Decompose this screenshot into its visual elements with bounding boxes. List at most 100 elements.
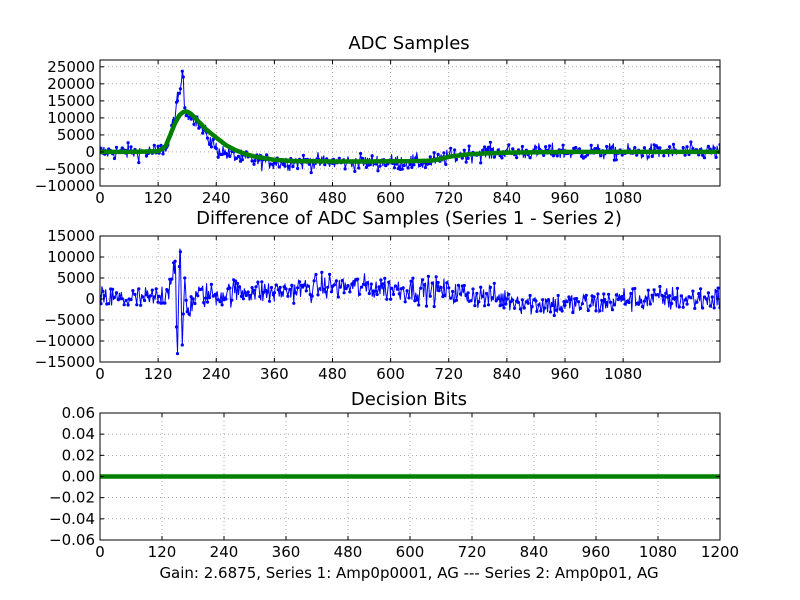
difference-sample-point xyxy=(241,297,245,301)
adc-sample-point xyxy=(642,146,647,150)
adc-sample-point xyxy=(277,165,281,169)
difference-sample-point xyxy=(237,285,242,289)
adc-sample-point xyxy=(359,151,363,156)
difference-sample-point xyxy=(449,296,453,300)
difference-sample-point xyxy=(646,288,650,292)
adc-sample-point xyxy=(481,148,485,152)
difference-sample-point xyxy=(603,298,607,302)
difference-sample-point xyxy=(710,295,714,299)
difference-sample-point xyxy=(356,277,360,281)
adc-sample-point xyxy=(250,159,254,163)
difference-sample-point xyxy=(280,291,284,295)
adc-sample-point xyxy=(555,154,559,158)
difference-sample-point xyxy=(385,297,389,301)
difference-sample-point xyxy=(612,303,617,307)
decision-bits-x-tick-label: 240 xyxy=(210,543,239,561)
difference-sample-point xyxy=(456,283,460,287)
adc-sample-point xyxy=(137,161,141,165)
adc-sample-point xyxy=(551,154,556,158)
adc-sample-point xyxy=(490,147,494,151)
difference-x-tick-label: 240 xyxy=(202,365,231,383)
difference-sample-point xyxy=(381,282,385,286)
difference-sample-point xyxy=(276,288,280,292)
adc-y-tick-label: 0 xyxy=(85,143,95,161)
adc-x-tick-label: 720 xyxy=(434,189,463,207)
decision-bits-x-tick-label: 360 xyxy=(272,543,301,561)
difference-series-layer xyxy=(100,248,720,356)
adc-sample-point xyxy=(511,147,515,151)
decision-bits-y-tick-label: −0.06 xyxy=(49,531,95,549)
difference-sample-point xyxy=(683,298,687,302)
difference-sample-point xyxy=(236,281,240,286)
adc-sample-point xyxy=(681,146,685,150)
difference-sample-point xyxy=(272,291,276,295)
adc-sample-point xyxy=(187,115,191,119)
adc-sample-point xyxy=(214,146,218,151)
adc-sample-point xyxy=(205,136,210,140)
adc-y-tick-label: −10000 xyxy=(35,177,95,195)
difference-sample-point xyxy=(592,295,596,299)
difference-sample-point xyxy=(569,298,573,302)
difference-sample-point xyxy=(685,302,689,306)
difference-sample-point xyxy=(150,288,154,292)
difference-sample-point xyxy=(454,298,459,302)
adc-y-tick-label: −5000 xyxy=(44,160,95,178)
difference-sample-point xyxy=(143,298,147,303)
difference-sample-point xyxy=(207,296,212,300)
difference-sample-point xyxy=(163,301,167,305)
difference-sample-point xyxy=(180,343,184,347)
decision-bits-x-tick-label: 0 xyxy=(95,543,105,561)
difference-sample-point xyxy=(239,294,243,298)
difference-sample-point xyxy=(377,285,381,289)
difference-sample-point xyxy=(170,277,174,281)
difference-sample-point xyxy=(218,300,222,304)
difference-sample-point xyxy=(621,297,625,301)
adc-sample-point xyxy=(152,143,156,147)
difference-sample-point xyxy=(539,309,543,313)
difference-sample-point xyxy=(513,306,517,310)
adc-sample-point xyxy=(156,144,160,148)
difference-sample-point xyxy=(137,287,141,291)
difference-y-tick-label: 15000 xyxy=(47,227,95,245)
difference-sample-point xyxy=(701,306,705,310)
adc-sample-point xyxy=(449,146,453,150)
difference-sample-point xyxy=(662,294,666,298)
figure-footer-caption: Gain: 2.6875, Series 1: Amp0p0001, AG --… xyxy=(159,564,658,582)
adc-sample-point xyxy=(671,142,676,146)
adc-sample-point xyxy=(364,165,368,169)
difference-sample-point xyxy=(369,282,373,286)
difference-sample-point xyxy=(282,285,286,289)
adc-sample-point xyxy=(291,164,295,169)
decision-bits-y-tick-label: 0.00 xyxy=(62,468,95,486)
difference-sample-point xyxy=(516,300,521,305)
adc-sample-point xyxy=(702,156,707,160)
difference-sample-point xyxy=(114,291,119,295)
adc-axes-frame xyxy=(99,59,721,187)
difference-sample-point xyxy=(348,290,352,294)
difference-sample-point xyxy=(234,279,238,283)
adc-sample-point xyxy=(201,131,205,135)
adc-sample-point xyxy=(177,91,181,95)
difference-sample-point xyxy=(546,298,551,302)
difference-sample-point xyxy=(187,312,191,316)
difference-sample-point xyxy=(668,294,672,298)
difference-sample-point xyxy=(185,310,189,314)
difference-sample-point xyxy=(248,293,252,297)
difference-sample-point xyxy=(716,286,720,290)
difference-sample-point xyxy=(209,282,213,286)
adc-sample-point xyxy=(500,156,504,160)
difference-sample-point xyxy=(401,286,405,290)
adc-y-tick-label: 15000 xyxy=(47,92,95,110)
difference-x-tick-label: 840 xyxy=(493,365,522,383)
decision-bits-x-tick-label: 1200 xyxy=(701,543,739,561)
adc-sample-point xyxy=(646,155,650,159)
decision-bits-x-tick-label: 960 xyxy=(582,543,611,561)
adc-sample-point xyxy=(414,156,418,160)
difference-sample-point xyxy=(437,289,441,293)
difference-sample-point xyxy=(580,302,585,306)
difference-sample-point xyxy=(230,298,234,302)
difference-sample-point xyxy=(220,303,224,307)
difference-sample-point xyxy=(511,298,515,302)
difference-y-tick-label: 0 xyxy=(85,290,95,308)
